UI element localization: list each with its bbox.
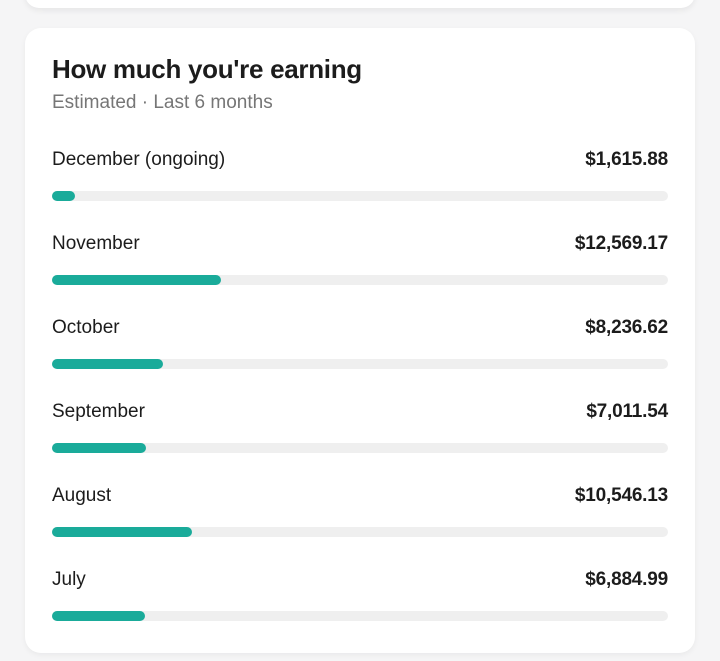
earnings-row-september: September $7,011.54 [52, 399, 668, 453]
earnings-card: How much you're earning Estimated · Last… [25, 28, 695, 653]
row-text-line: September $7,011.54 [52, 399, 668, 424]
earnings-row-december: December (ongoing) $1,615.88 [52, 147, 668, 201]
month-label: October [52, 317, 120, 338]
progress-track [52, 611, 668, 621]
month-label: December (ongoing) [52, 149, 226, 170]
card-title: How much you're earning [52, 54, 362, 84]
earnings-row-july: July $6,884.99 [52, 567, 668, 621]
previous-card-bottom-edge [25, 0, 695, 8]
row-text-line: November $12,569.17 [52, 231, 668, 256]
progress-fill [52, 359, 163, 369]
amount-value: $8,236.62 [585, 317, 668, 338]
progress-fill [52, 527, 193, 537]
earnings-row-august: August $10,546.13 [52, 483, 668, 537]
row-text-line: December (ongoing) $1,615.88 [52, 147, 668, 172]
row-text-line: July $6,884.99 [52, 567, 668, 592]
earnings-row-october: October $8,236.62 [52, 315, 668, 369]
row-text-line: October $8,236.62 [52, 315, 668, 340]
progress-track [52, 359, 668, 369]
month-label: November [52, 233, 140, 254]
amount-value: $12,569.17 [574, 233, 668, 254]
progress-fill [52, 275, 221, 285]
progress-track [52, 275, 668, 285]
month-label: July [52, 569, 86, 590]
month-label: September [52, 401, 145, 422]
amount-value: $6,884.99 [585, 569, 668, 590]
row-text-line: August $10,546.13 [52, 483, 668, 508]
progress-fill [52, 191, 75, 201]
amount-value: $1,615.88 [585, 149, 668, 170]
month-label: August [52, 485, 112, 506]
earnings-rows: December (ongoing) $1,615.88 November $1… [52, 147, 668, 621]
card-subtitle: Estimated · Last 6 months [52, 92, 273, 113]
earnings-row-november: November $12,569.17 [52, 231, 668, 285]
amount-value: $7,011.54 [586, 401, 668, 422]
amount-value: $10,546.13 [574, 485, 668, 506]
progress-track [52, 191, 668, 201]
progress-track [52, 443, 668, 453]
progress-fill [52, 611, 146, 621]
progress-fill [52, 443, 147, 453]
progress-track [52, 527, 668, 537]
